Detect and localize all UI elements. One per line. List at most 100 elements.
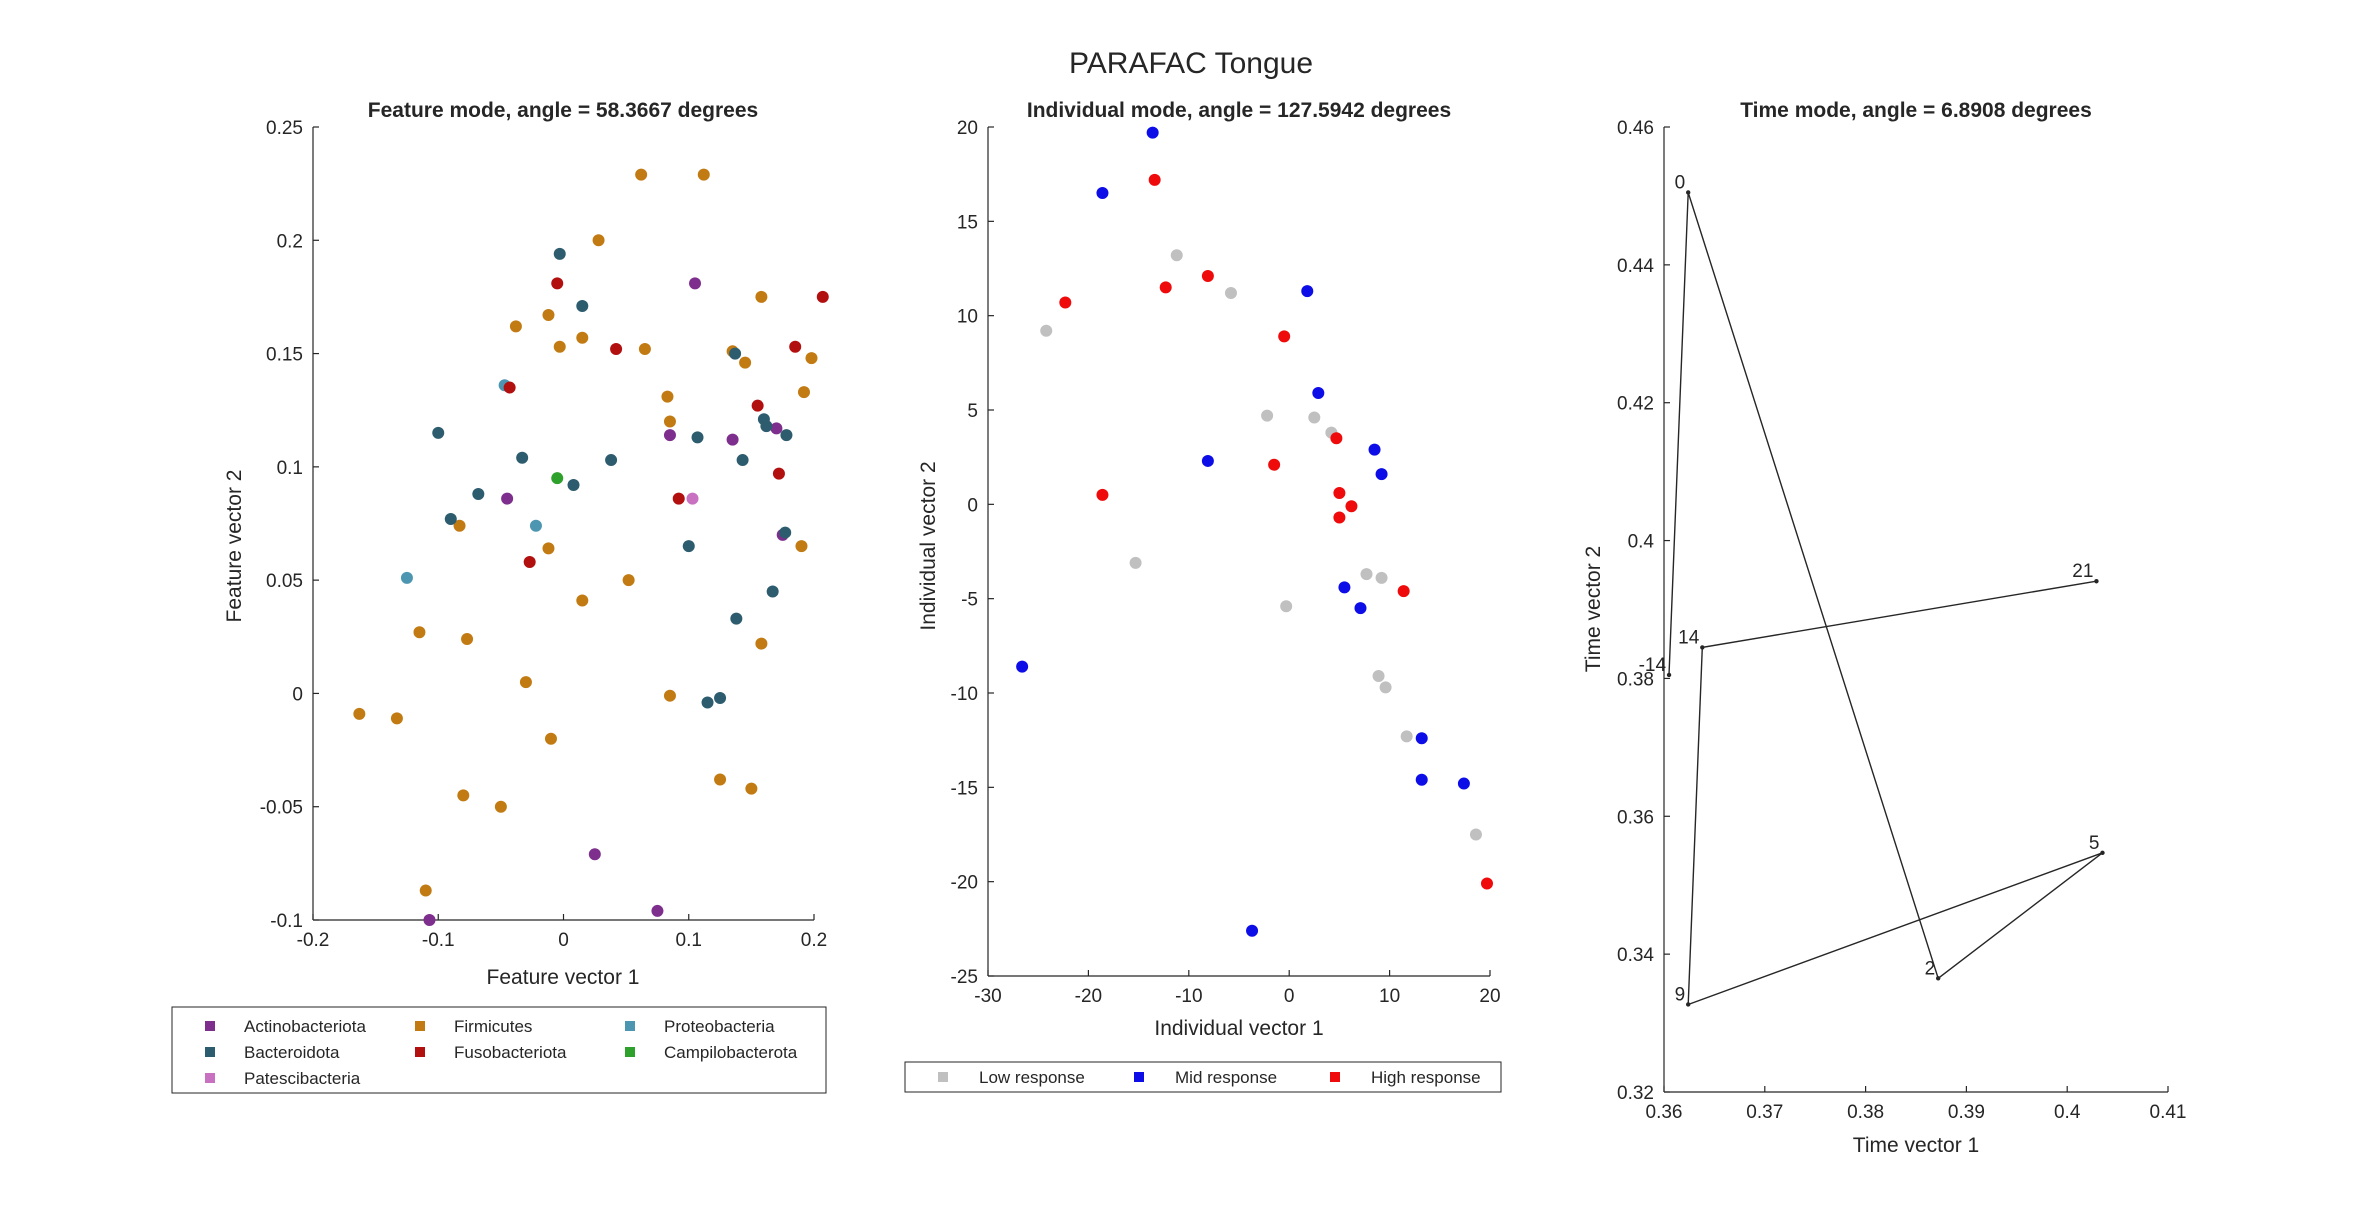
individual-mode-point [1372, 670, 1385, 683]
time-mode-point-label: 21 [2072, 561, 2093, 582]
individual-mode-point [1368, 443, 1381, 456]
individual-mode-point [1268, 458, 1281, 471]
time-mode-point-label: 2 [1925, 958, 1936, 979]
time-mode-point [2100, 850, 2105, 856]
individual-mode-point [1201, 454, 1214, 467]
feature-mode-legend-label: Actinobacteriota [244, 1017, 366, 1036]
feature-mode-panel: Feature mode, angle = 58.3667 degrees Fe… [171, 99, 829, 1094]
feature-mode-legend-swatch [415, 1021, 425, 1031]
feature-mode-point [413, 626, 426, 639]
time-mode-ytick-label: 0.4 [1628, 532, 1655, 553]
feature-mode-xtick-label: -0.1 [422, 930, 455, 951]
individual-mode-point [1354, 602, 1367, 615]
feature-mode-point [472, 488, 485, 501]
feature-mode-point [726, 433, 739, 446]
feature-mode-point [457, 789, 470, 802]
time-mode-point-label: 9 [1675, 984, 1686, 1005]
feature-mode-legend-label: Proteobacteria [664, 1017, 775, 1036]
feature-mode-point [779, 526, 792, 539]
feature-mode-xtick-label: 0.2 [801, 930, 827, 951]
feature-mode-point [697, 168, 710, 181]
feature-mode-legend-swatch [205, 1047, 215, 1057]
feature-mode-point [739, 356, 752, 369]
feature-mode-point [544, 732, 557, 745]
individual-mode-xtick-label: 20 [1479, 986, 1500, 1007]
feature-mode-point [610, 343, 623, 356]
feature-mode-point [661, 390, 674, 403]
feature-mode-point [635, 168, 648, 181]
feature-mode-point [588, 848, 601, 861]
time-mode-ylabel: Time vector 2 [1582, 546, 1605, 672]
feature-mode-point [663, 689, 676, 702]
feature-mode-point [770, 422, 783, 435]
individual-mode-point [1261, 409, 1274, 422]
individual-mode-point [1159, 281, 1172, 294]
feature-mode-ytick-label: 0.15 [266, 345, 303, 366]
individual-mode-legend-swatch [1330, 1072, 1340, 1082]
individual-mode-point [1397, 585, 1410, 598]
feature-mode-point [567, 478, 580, 491]
time-mode-xtick-label: 0.36 [1646, 1102, 1683, 1123]
feature-mode-point [651, 904, 664, 917]
individual-mode-point [1146, 126, 1159, 139]
feature-mode-legend [171, 1006, 827, 1094]
feature-mode-point [461, 633, 474, 646]
feature-mode-point [519, 676, 532, 689]
individual-mode-legend-label: High response [1371, 1068, 1481, 1087]
feature-mode-point [689, 277, 702, 290]
individual-mode-ylabel: Individual vector 2 [917, 461, 940, 630]
feature-mode-point [523, 556, 536, 569]
individual-mode-ytick-label: 0 [967, 495, 978, 516]
individual-mode-point [1338, 581, 1351, 594]
feature-mode-ytick-label: -0.1 [270, 911, 303, 932]
feature-mode-point [605, 454, 618, 467]
feature-mode-point [551, 472, 564, 485]
individual-mode-point [1278, 330, 1291, 343]
feature-mode-legend-swatch [625, 1021, 635, 1031]
feature-mode-point [751, 399, 764, 412]
feature-mode-point [714, 691, 727, 704]
figure-title: PARAFAC Tongue [1069, 47, 1313, 80]
feature-mode-point [453, 519, 466, 532]
individual-mode-point [1129, 556, 1142, 569]
feature-mode-ylabel: Feature vector 2 [223, 470, 246, 623]
individual-mode-panel: Individual mode, angle = 127.5942 degree… [904, 99, 1502, 1093]
time-mode-point [1935, 976, 1941, 981]
feature-mode-point [353, 707, 366, 720]
feature-mode-point [736, 454, 749, 467]
individual-mode-point [1333, 511, 1346, 524]
time-mode-ytick-label: 0.46 [1617, 118, 1654, 139]
feature-mode-xlabel: Feature vector 1 [487, 966, 640, 989]
feature-mode-point [576, 331, 589, 344]
time-mode-xtick-label: 0.39 [1948, 1102, 1985, 1123]
individual-mode-point [1312, 387, 1325, 400]
feature-mode-legend-label: Fusobacteriota [454, 1043, 567, 1062]
time-mode-xtick-label: 0.4 [2054, 1102, 2081, 1123]
individual-mode-point [1246, 924, 1259, 937]
individual-mode-point [1375, 571, 1388, 584]
individual-mode-point [1457, 777, 1470, 790]
feature-mode-point [622, 574, 635, 587]
time-mode-point [1685, 1002, 1691, 1007]
individual-mode-title: Individual mode, angle = 127.5942 degree… [1027, 99, 1451, 122]
feature-mode-legend-label: Patescibacteria [244, 1069, 361, 1088]
individual-mode-legend [904, 1061, 1502, 1093]
time-mode-ytick-label: 0.38 [1617, 669, 1654, 690]
individual-mode-legend-swatch [1134, 1072, 1144, 1082]
individual-mode-point [1148, 173, 1161, 186]
individual-mode-point [1059, 296, 1072, 309]
individual-mode-point [1201, 270, 1214, 283]
feature-mode-point [638, 343, 651, 356]
feature-mode-point [795, 540, 808, 553]
individual-mode-ytick-label: -10 [951, 684, 978, 705]
feature-mode-point [672, 492, 685, 505]
time-mode-point [1685, 190, 1691, 195]
individual-mode-point [1301, 285, 1314, 298]
individual-mode-point [1333, 487, 1346, 500]
feature-mode-title: Feature mode, angle = 58.3667 degrees [368, 99, 758, 122]
feature-mode-legend-label: Firmicutes [454, 1017, 532, 1036]
feature-mode-point [400, 571, 413, 584]
feature-mode-ytick-label: 0.25 [266, 118, 303, 139]
feature-mode-point [686, 492, 699, 505]
individual-mode-ytick-label: 15 [957, 212, 978, 233]
